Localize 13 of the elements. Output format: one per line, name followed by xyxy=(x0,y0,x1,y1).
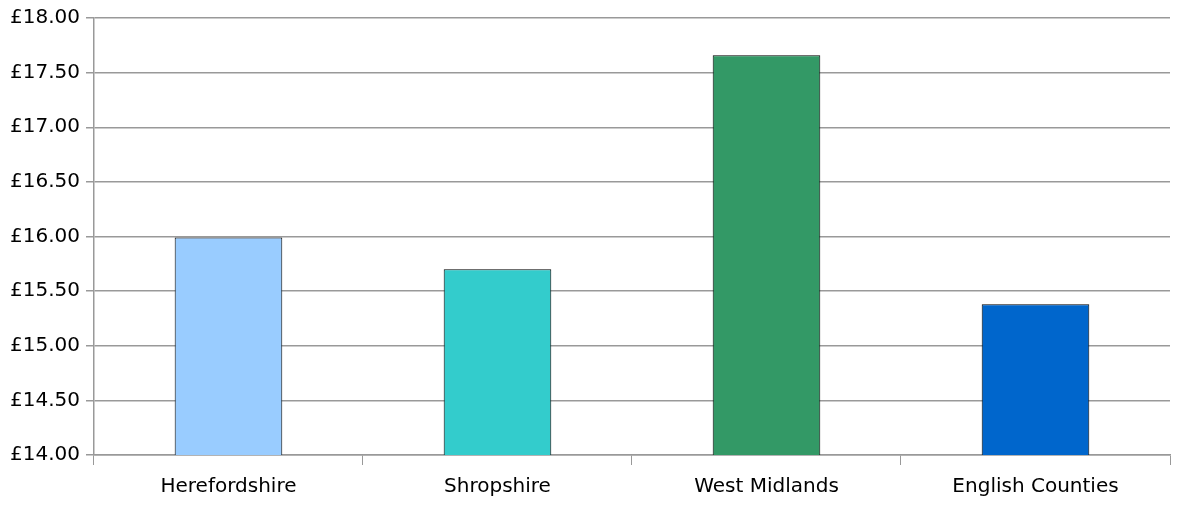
y-tick-label: £14.50 xyxy=(10,386,80,411)
y-tick-label: £15.50 xyxy=(10,277,80,302)
y-tick-label: £17.50 xyxy=(10,58,80,83)
x-tick-label: English Counties xyxy=(952,473,1119,498)
y-tick-label: £16.00 xyxy=(10,222,80,247)
y-tick-label: £15.00 xyxy=(10,331,80,356)
x-tick-label: West Midlands xyxy=(694,473,839,498)
x-tick-label: Herefordshire xyxy=(160,473,297,498)
y-tick-label: £18.00 xyxy=(10,4,80,29)
y-tick-label: £17.00 xyxy=(10,113,80,138)
y-tick-label: £16.50 xyxy=(10,168,80,193)
y-tick-label: £14.00 xyxy=(10,441,80,466)
x-tick-label: Shropshire xyxy=(444,473,551,498)
